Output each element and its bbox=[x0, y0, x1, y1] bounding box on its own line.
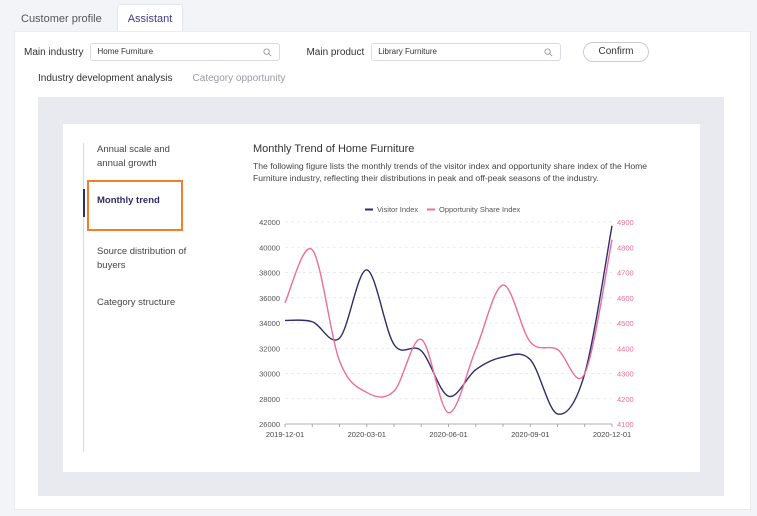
x-tick-label: 2020-03-01 bbox=[348, 430, 386, 439]
sidebar-item-source-distribution[interactable]: Source distribution of buyers bbox=[97, 246, 187, 271]
y-left-tick-label: 34000 bbox=[259, 319, 280, 328]
confirm-button[interactable]: Confirm bbox=[583, 42, 649, 62]
y-right-tick-label: 4400 bbox=[617, 344, 634, 353]
filter-row: Main industry Home Furniture Main produc… bbox=[24, 43, 562, 61]
y-right-tick-label: 4300 bbox=[617, 370, 634, 379]
sidebar-item-monthly-trend[interactable]: Monthly trend bbox=[97, 195, 160, 206]
y-left-tick-label: 32000 bbox=[259, 344, 280, 353]
sidebar-divider bbox=[83, 143, 84, 452]
y-right-tick-label: 4700 bbox=[617, 269, 634, 278]
highlight-box bbox=[87, 180, 183, 231]
product-value: Library Furniture bbox=[378, 47, 437, 56]
y-right-tick-label: 4500 bbox=[617, 319, 634, 328]
y-right-tick-label: 4800 bbox=[617, 243, 634, 252]
y-left-tick-label: 30000 bbox=[259, 370, 280, 379]
y-left-tick-label: 40000 bbox=[259, 243, 280, 252]
industry-input[interactable]: Home Furniture bbox=[90, 43, 281, 61]
search-icon bbox=[544, 48, 553, 57]
y-left-tick-label: 28000 bbox=[259, 395, 280, 404]
search-icon bbox=[263, 48, 272, 57]
industry-value: Home Furniture bbox=[97, 47, 154, 56]
product-label: Main product bbox=[306, 46, 365, 58]
x-tick-label: 2019-12-01 bbox=[266, 430, 304, 439]
legend-visitor-label: Visitor Index bbox=[377, 205, 418, 214]
trend-chart: 26000 28000 30000 32000 34000 36000 38000 40000… bbox=[259, 205, 634, 439]
chart-title: Monthly Trend of Home Furniture bbox=[253, 143, 415, 155]
tab-category-opportunity[interactable]: Category opportunity bbox=[192, 73, 286, 84]
y-right-tick-label: 4900 bbox=[617, 218, 634, 227]
sidebar-active-indicator bbox=[83, 189, 85, 217]
industry-label: Main industry bbox=[24, 46, 84, 58]
x-tick-label: 2020-12-01 bbox=[593, 430, 631, 439]
y-left-tick-label: 26000 bbox=[259, 420, 280, 429]
tab-customer-profile[interactable]: Customer profile bbox=[21, 13, 102, 25]
y-right-tick-label: 4600 bbox=[617, 294, 634, 303]
sidebar-item-category-structure[interactable]: Category structure bbox=[97, 297, 176, 308]
chart-description: The following figure lists the monthly t… bbox=[253, 161, 648, 183]
tab-assistant[interactable]: Assistant bbox=[116, 4, 184, 32]
y-left-tick-label: 38000 bbox=[259, 269, 280, 278]
sidebar-item-annual-scale[interactable]: Annual scale and annual growth bbox=[97, 144, 170, 169]
x-tick-label: 2020-06-01 bbox=[429, 430, 467, 439]
y-right-tick-label: 4100 bbox=[617, 420, 634, 429]
product-input[interactable]: Library Furniture bbox=[371, 43, 562, 61]
visitor-index-line bbox=[284, 225, 613, 415]
legend-opportunity-label: Opportunity Share Index bbox=[439, 205, 521, 214]
analysis-tabs: Industry development analysis Category o… bbox=[38, 73, 305, 84]
y-right-tick-label: 4200 bbox=[617, 395, 634, 404]
y-left-tick-label: 42000 bbox=[259, 218, 280, 227]
opportunity-share-line bbox=[284, 239, 613, 414]
y-left-tick-label: 36000 bbox=[259, 294, 280, 303]
top-tabs: Customer profile Assistant bbox=[10, 4, 184, 32]
x-tick-label: 2020-09-01 bbox=[511, 430, 549, 439]
tab-industry-development[interactable]: Industry development analysis bbox=[38, 73, 173, 84]
